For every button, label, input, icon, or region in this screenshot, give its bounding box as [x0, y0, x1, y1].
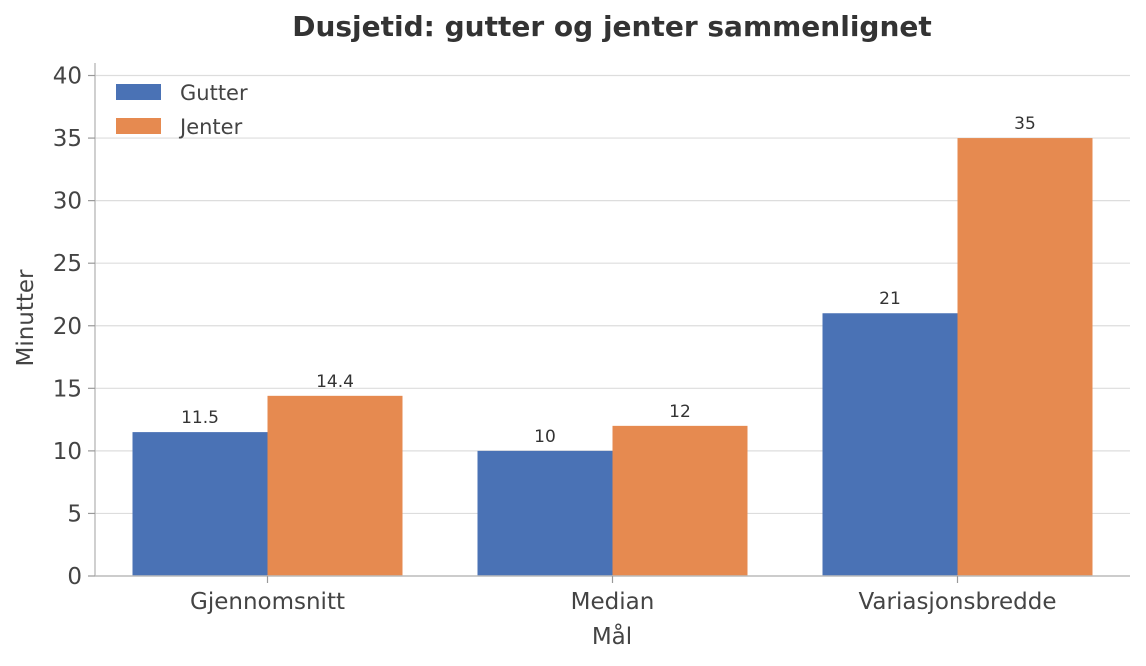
bar-value-label: 12 — [669, 402, 691, 422]
x-tick-label: Gjennomsnitt — [190, 589, 345, 615]
bar-value-label: 11.5 — [181, 408, 219, 428]
data-labels: 11.5 14.4 10 12 21 35 — [181, 114, 1036, 447]
y-tick-label: 20 — [53, 314, 82, 340]
bar-gutter — [132, 432, 268, 576]
y-tick-label: 35 — [53, 126, 82, 152]
x-axis-label: Mål — [592, 622, 632, 650]
bar-value-label: 10 — [534, 427, 556, 447]
bar-jenter — [957, 138, 1093, 576]
legend-label: Gutter — [180, 81, 248, 105]
bar-gutter — [822, 313, 958, 576]
bar-jenter — [612, 425, 748, 576]
legend-swatch — [116, 118, 161, 134]
legend-label: Jenter — [178, 115, 243, 139]
x-tick-label: Median — [571, 589, 655, 615]
y-axis-label: Minutter — [13, 269, 39, 367]
bar-gutter — [477, 450, 613, 576]
y-tick-label: 15 — [53, 376, 82, 402]
y-tick-label: 10 — [53, 439, 82, 465]
bar-value-label: 21 — [879, 289, 901, 309]
y-tick-label: 0 — [67, 564, 82, 590]
chart-title: Dusjetid: gutter og jenter sammenlignet — [292, 10, 932, 43]
bar-value-label: 14.4 — [316, 372, 354, 392]
legend: Gutter Jenter — [116, 81, 248, 139]
y-tick-label: 5 — [67, 501, 82, 527]
y-ticks: 0 5 10 15 20 25 30 35 40 — [53, 64, 95, 590]
y-tick-label: 30 — [53, 189, 82, 215]
bars — [132, 138, 1093, 576]
bar-jenter — [267, 395, 403, 576]
bar-value-label: 35 — [1014, 114, 1036, 134]
y-tick-label: 40 — [53, 64, 82, 90]
y-tick-label: 25 — [53, 251, 82, 277]
legend-swatch — [116, 84, 161, 100]
x-tick-label: Variasjonsbredde — [858, 589, 1056, 615]
x-ticks: Gjennomsnitt Median Variasjonsbredde — [190, 576, 1057, 615]
